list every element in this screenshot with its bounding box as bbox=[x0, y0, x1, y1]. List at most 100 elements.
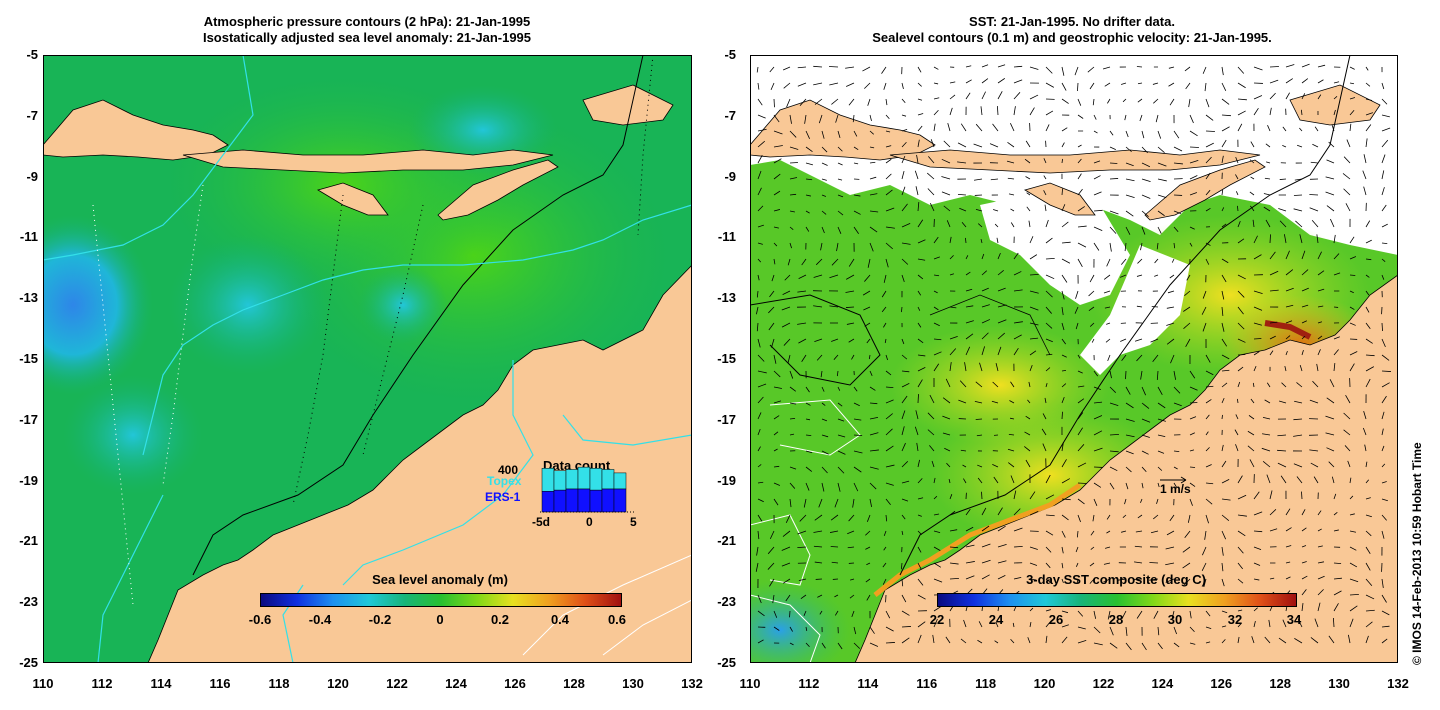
right-ytick--11: -11 bbox=[717, 229, 736, 245]
right-cb-tick-0: 22 bbox=[929, 612, 945, 627]
right-ytick--5: -5 bbox=[724, 47, 736, 62]
left-ytick--15: -15 bbox=[19, 351, 38, 366]
timor-land-right bbox=[1144, 159, 1266, 221]
left-xtick-130: 130 bbox=[622, 676, 644, 691]
right-cb-tick-3: 28 bbox=[1108, 612, 1124, 627]
left-cb-tick-1: -0.4 bbox=[308, 612, 332, 627]
inset-bar-topex-5 bbox=[601, 469, 615, 490]
sumba-land-right bbox=[1023, 182, 1096, 216]
left-xtick-128: 128 bbox=[563, 676, 585, 691]
right-ytick--23: -23 bbox=[717, 594, 736, 610]
inset-bar-ers1-1 bbox=[553, 489, 567, 513]
left-xtick-112: 112 bbox=[91, 676, 113, 691]
left-ytick--19: -19 bbox=[19, 472, 38, 488]
inset-bar-topex-2 bbox=[565, 469, 579, 490]
velocity-arrows bbox=[755, 63, 1391, 651]
left-ytick--17: -17 bbox=[19, 411, 38, 427]
left-ytick--25: -25 bbox=[19, 655, 38, 670]
inset-bar-ers1-5 bbox=[601, 488, 615, 513]
left-cb-tick-5: 0.4 bbox=[550, 612, 570, 627]
left-title-line2: Isostatically adjusted sea level anomaly… bbox=[202, 30, 532, 45]
left-ytick--23: -23 bbox=[19, 594, 38, 610]
right-title-line1: SST: 21-Jan-1995. No drifter data. bbox=[969, 14, 1175, 29]
right-title-line2: Sealevel contours (0.1 m) and geostrophi… bbox=[872, 30, 1272, 45]
inset-y-label: 400 bbox=[498, 463, 519, 477]
left-xtick-116: 116 bbox=[209, 676, 231, 691]
right-ytick--21: -21 bbox=[717, 533, 736, 549]
left-map bbox=[43, 55, 692, 663]
right-ytick--9: -9 bbox=[724, 168, 736, 184]
right-colorbar bbox=[937, 593, 1297, 607]
left-ytick--11: -11 bbox=[19, 229, 38, 245]
left-cb-tick-0: -0.6 bbox=[248, 612, 272, 627]
right-xtick-126: 126 bbox=[1210, 676, 1233, 691]
right-xtick-120: 120 bbox=[1033, 676, 1056, 691]
inset-xtick-0: -5d bbox=[532, 515, 550, 529]
left-xtick-132: 132 bbox=[681, 676, 703, 691]
left-ytick--5: -5 bbox=[26, 47, 38, 62]
right-cb-tick-4: 30 bbox=[1167, 612, 1183, 627]
inset-xtick-1: 0 bbox=[586, 515, 593, 529]
inset-bar-ers1-6 bbox=[613, 488, 627, 513]
right-colorbar-title: 3-day SST composite (deg C) bbox=[1026, 572, 1206, 587]
left-colorbar-title: Sea level anomaly (m) bbox=[372, 572, 508, 587]
left-ytick--7: -7 bbox=[26, 107, 38, 123]
left-xtick-126: 126 bbox=[504, 676, 526, 691]
left-xtick-122: 122 bbox=[386, 676, 408, 691]
left-xtick-120: 120 bbox=[327, 676, 349, 691]
sumba-land bbox=[316, 182, 389, 216]
north-island-land-right bbox=[1289, 84, 1381, 126]
right-xtick-122: 122 bbox=[1092, 676, 1115, 691]
left-cb-tick-4: 0.2 bbox=[490, 612, 510, 627]
left-colorbar bbox=[260, 593, 622, 607]
right-cb-tick-6: 34 bbox=[1286, 612, 1302, 627]
inset-bar-topex-6 bbox=[613, 472, 627, 490]
inset-bar-ers1-4 bbox=[589, 489, 603, 513]
java-land bbox=[43, 99, 229, 161]
right-ytick--17: -17 bbox=[717, 411, 736, 427]
left-xtick-124: 124 bbox=[445, 676, 467, 691]
left-cb-tick-2: -0.2 bbox=[368, 612, 392, 627]
sumbawa-land bbox=[182, 149, 554, 174]
inset-bar-ers1-0 bbox=[541, 491, 555, 513]
left-xtick-110: 110 bbox=[32, 676, 54, 691]
left-ytick--21: -21 bbox=[19, 533, 38, 549]
right-ytick--25: -25 bbox=[717, 655, 736, 670]
left-cb-tick-6: 0.6 bbox=[607, 612, 627, 627]
velocity-scale-label: 1 m/s bbox=[1160, 482, 1191, 496]
right-xtick-114: 114 bbox=[857, 676, 879, 691]
inset-bar-ers1-3 bbox=[577, 488, 591, 513]
north-island-land bbox=[582, 84, 674, 126]
left-xtick-114: 114 bbox=[150, 676, 172, 691]
australia-land bbox=[147, 264, 692, 663]
timor-land bbox=[437, 159, 559, 221]
inset-xtick-2: 5 bbox=[630, 515, 637, 529]
inset-legend-ers1: ERS-1 bbox=[485, 490, 521, 504]
inset-bar-topex-3 bbox=[577, 466, 591, 490]
right-xtick-130: 130 bbox=[1328, 676, 1350, 691]
right-cb-tick-2: 26 bbox=[1048, 612, 1064, 627]
right-cb-tick-1: 24 bbox=[988, 612, 1004, 627]
right-xtick-124: 124 bbox=[1151, 676, 1174, 691]
left-ytick--9: -9 bbox=[26, 168, 38, 184]
right-xtick-128: 128 bbox=[1269, 676, 1292, 691]
inset-bar-topex-1 bbox=[553, 470, 567, 491]
java-land-right bbox=[750, 99, 936, 161]
right-xtick-132: 132 bbox=[1387, 676, 1409, 691]
sumbawa-land-right bbox=[889, 149, 1261, 174]
right-ytick--13: -13 bbox=[717, 290, 736, 306]
left-ytick--13: -13 bbox=[19, 290, 38, 306]
right-xtick-116: 116 bbox=[916, 676, 938, 691]
left-cb-tick-3: 0 bbox=[436, 612, 444, 627]
inset-bar-chart bbox=[540, 466, 636, 513]
credit-text: © IMOS 14-Feb-2013 10:59 Hobart Time bbox=[1410, 442, 1424, 665]
right-ytick--19: -19 bbox=[717, 472, 736, 488]
right-map bbox=[750, 55, 1398, 663]
left-xtick-118: 118 bbox=[268, 676, 290, 691]
right-ytick--7: -7 bbox=[724, 107, 736, 123]
right-xtick-110: 110 bbox=[739, 676, 761, 691]
right-xtick-118: 118 bbox=[975, 676, 997, 691]
inset-bar-topex-0 bbox=[541, 468, 555, 492]
inset-bar-ers1-2 bbox=[565, 488, 579, 513]
left-title-line1: Atmospheric pressure contours (2 hPa): 2… bbox=[203, 14, 531, 29]
